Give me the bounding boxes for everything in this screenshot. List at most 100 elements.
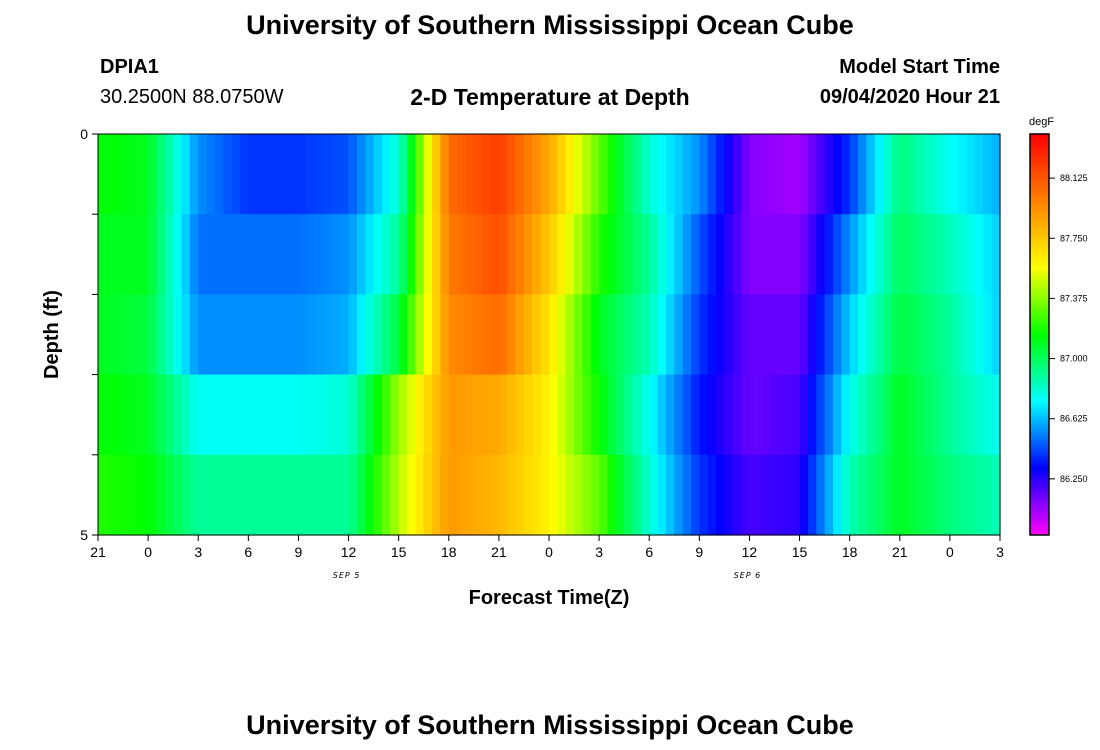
- day-label: SEP 6: [734, 571, 762, 580]
- colorbar-unit: degF: [1029, 116, 1054, 128]
- heatmap-cell: [356, 454, 366, 536]
- heatmap-cell: [874, 294, 884, 376]
- heatmap-cell: [239, 134, 249, 215]
- colorbar-tick-label: 87.375: [1060, 293, 1088, 303]
- heatmap-cell: [381, 454, 391, 536]
- heatmap-cell: [716, 134, 725, 215]
- heatmap-cell: [281, 294, 291, 376]
- heatmap-cell: [607, 454, 617, 536]
- heatmap-cell: [757, 374, 767, 456]
- heatmap-cell: [381, 294, 391, 376]
- heatmap-cell: [331, 454, 341, 536]
- heatmap-cell: [974, 454, 984, 536]
- heatmap-cell: [707, 134, 717, 215]
- heatmap-cell: [565, 214, 575, 295]
- heatmap-cell: [883, 214, 893, 295]
- heatmap-cell: [649, 374, 659, 456]
- heatmap-cell: [156, 294, 166, 376]
- heatmap-cell: [757, 454, 767, 536]
- heatmap-cell: [465, 214, 475, 295]
- heatmap-cell: [690, 454, 700, 536]
- heatmap-cell: [432, 134, 442, 215]
- heatmap-cell: [415, 454, 425, 536]
- heatmap-cell: [924, 454, 934, 536]
- heatmap-cell: [298, 214, 308, 295]
- heatmap-cell: [265, 454, 274, 536]
- x-tick-label: 0: [946, 544, 954, 560]
- heatmap-cell: [665, 214, 675, 295]
- heatmap-cell: [574, 294, 584, 376]
- x-tick-label: 6: [244, 544, 252, 560]
- heatmap-cell: [306, 134, 316, 215]
- heatmap-cell: [156, 454, 166, 536]
- heatmap-cell: [749, 374, 759, 456]
- heatmap-cell: [791, 294, 801, 376]
- heatmap-cell: [816, 134, 826, 215]
- heatmap-cell: [214, 294, 224, 376]
- x-tick-label: 12: [742, 544, 758, 560]
- heatmap-cell: [899, 214, 909, 295]
- page-title: University of Southern Mississippi Ocean…: [246, 10, 854, 40]
- heatmap-cell: [791, 374, 801, 456]
- heatmap-cell: [106, 214, 116, 295]
- heatmap-cell: [106, 374, 116, 456]
- heatmap-cell: [173, 374, 183, 456]
- heatmap-cell: [682, 134, 692, 215]
- heatmap-cell: [632, 214, 642, 295]
- heatmap-cell: [682, 294, 692, 376]
- heatmap-cell: [874, 454, 884, 536]
- heatmap-cell: [966, 134, 976, 215]
- heatmap-cell: [724, 294, 734, 376]
- heatmap-cell: [916, 454, 926, 536]
- heatmap-cell: [941, 294, 951, 376]
- heatmap-cell: [473, 294, 483, 376]
- heatmap-cell: [331, 294, 341, 376]
- heatmap-cell: [248, 374, 258, 456]
- heatmap-cell: [423, 454, 433, 536]
- heatmap-cell: [966, 374, 976, 456]
- heatmap-cell: [674, 454, 684, 536]
- heatmap-cell: [507, 294, 517, 376]
- heatmap-cell: [649, 454, 659, 536]
- heatmap-cell: [139, 134, 149, 215]
- heatmap-cell: [523, 214, 533, 295]
- heatmap-cell: [315, 294, 325, 376]
- heatmap-cell: [214, 374, 224, 456]
- heatmap-cell: [148, 294, 158, 376]
- heatmap-cell: [690, 294, 700, 376]
- heatmap-cell: [849, 214, 859, 295]
- heatmap-cell: [632, 374, 642, 456]
- heatmap-cell: [582, 454, 592, 536]
- heatmap-cell: [131, 294, 141, 376]
- heatmap-cell: [983, 454, 993, 536]
- colorbar-tick-label: 86.625: [1060, 414, 1088, 424]
- heatmap-cell: [766, 294, 776, 376]
- heatmap-cell: [390, 374, 400, 456]
- heatmap-cell: [832, 294, 842, 376]
- heatmap-cell: [465, 374, 475, 456]
- heatmap-cell: [908, 454, 918, 536]
- heatmap-cell: [348, 214, 358, 295]
- heatmap-cell: [331, 374, 341, 456]
- heatmap-cell: [423, 214, 433, 295]
- heatmap-cell: [273, 374, 283, 456]
- heatmap-cell: [223, 134, 233, 215]
- heatmap-cell: [98, 294, 107, 376]
- heatmap-cell: [482, 134, 492, 215]
- footer-title: University of Southern Mississippi Ocean…: [246, 710, 854, 740]
- heatmap-cell: [532, 374, 542, 456]
- heatmap-cell: [899, 294, 909, 376]
- heatmap-cell: [549, 454, 558, 536]
- heatmap-cell: [716, 454, 725, 536]
- heatmap-cell: [707, 294, 717, 376]
- heatmap-cell: [131, 134, 141, 215]
- heatmap-cell: [657, 214, 667, 295]
- heatmap-cell: [457, 374, 467, 456]
- heatmap-cell: [465, 454, 475, 536]
- heatmap-cell: [106, 454, 116, 536]
- heatmap-cell: [858, 214, 867, 295]
- heatmap-cell: [674, 134, 684, 215]
- heatmap-cell: [757, 294, 767, 376]
- heatmap-cell: [615, 374, 625, 456]
- heatmap-cell: [373, 294, 383, 376]
